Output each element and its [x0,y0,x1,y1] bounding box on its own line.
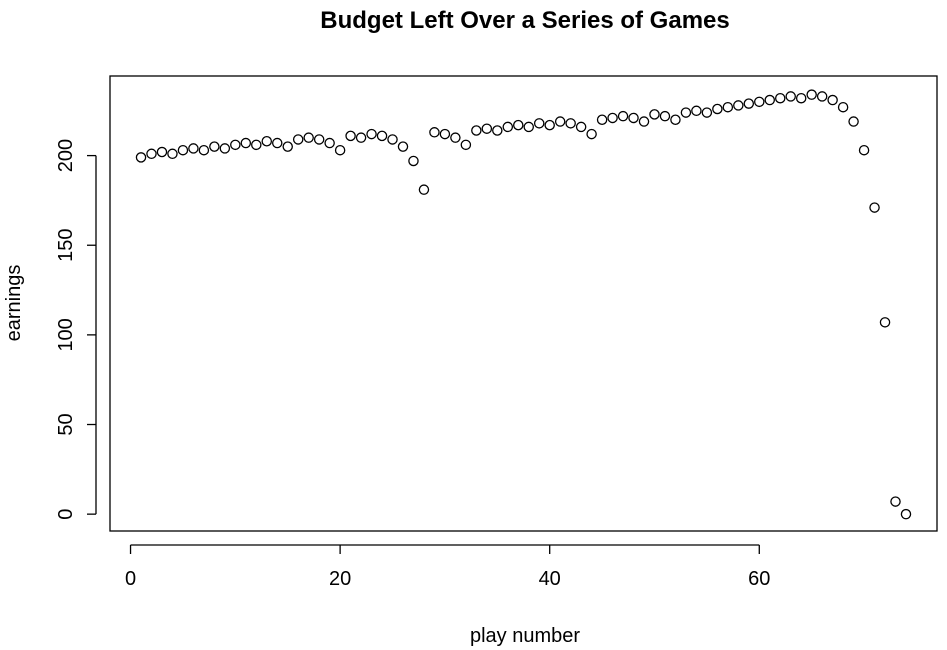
data-point [565,118,576,129]
data-point [649,109,660,120]
data-point [827,94,838,106]
data-point [523,121,534,133]
data-point [743,98,755,109]
data-point [418,184,430,195]
y-axis-label: earnings [3,265,25,342]
data-point [806,89,817,100]
x-tick-label: 0 [125,568,136,590]
data-point [502,121,514,133]
y-tick-label: 50 [55,413,77,435]
data-point [345,130,356,142]
data-point [387,134,398,145]
data-point [292,134,304,145]
data-point [764,94,776,106]
data-point [869,202,880,213]
data-point [816,91,828,102]
data-point [135,152,147,163]
data-point [670,114,681,125]
data-point [366,128,377,140]
y-tick-label: 0 [55,509,77,520]
data-point [513,119,524,131]
data-point [533,118,545,129]
data-point [785,91,796,102]
data-point [492,125,503,136]
data-point [691,105,702,117]
data-point [355,132,367,143]
data-point [471,125,482,136]
data-point [408,155,419,167]
data-point [848,116,859,127]
data-point [376,130,388,142]
data-point [261,136,273,147]
plot-frame [109,75,938,532]
data-point [722,101,734,113]
data-point [188,143,199,154]
data-point [324,137,335,149]
data-point [879,317,891,328]
data-point [198,144,210,156]
data-point [733,100,744,111]
data-point [795,92,807,104]
data-point [554,116,566,127]
y-axis: 0 50 100 150 200 [55,139,97,520]
data-point [209,141,220,152]
data-point [774,92,786,104]
data-point [177,144,189,156]
data-point [167,148,178,160]
data-point [429,127,440,138]
data-point [680,107,692,118]
data-point [271,137,283,149]
data-point [837,101,849,113]
y-tick-label: 150 [55,229,77,262]
data-point [397,141,409,152]
x-tick-label: 20 [329,568,351,590]
data-point [282,141,293,152]
data-point [575,121,587,133]
y-tick-label: 200 [55,139,77,172]
data-point [638,116,650,127]
data-point [240,137,252,149]
data-point [313,134,325,145]
data-point [628,112,639,124]
data-point [146,148,157,160]
y-tick-label: 100 [55,318,77,351]
data-point [544,119,555,131]
data-point [596,114,608,125]
data-point [230,139,241,151]
data-point [701,107,713,118]
data-point [754,96,765,108]
data-point [251,139,262,151]
x-axis: 0 20 40 60 [125,544,770,590]
data-point [586,128,597,140]
data-point [450,132,461,143]
data-point [219,143,231,154]
data-points [135,89,912,520]
data-point [900,508,912,520]
data-point [156,146,168,158]
data-point [481,123,493,134]
data-point [617,110,629,122]
x-tick-label: 60 [748,568,770,590]
data-point [439,128,451,140]
x-axis-label: play number [470,625,580,647]
data-point [334,144,346,156]
data-point [303,132,314,143]
data-point [659,110,671,122]
data-point [712,103,723,115]
data-point [858,144,870,156]
data-point [607,112,618,124]
chart-title: Budget Left Over a Series of Games [320,7,729,34]
data-point [890,496,901,507]
data-point [460,139,472,151]
x-tick-label: 40 [539,568,561,590]
